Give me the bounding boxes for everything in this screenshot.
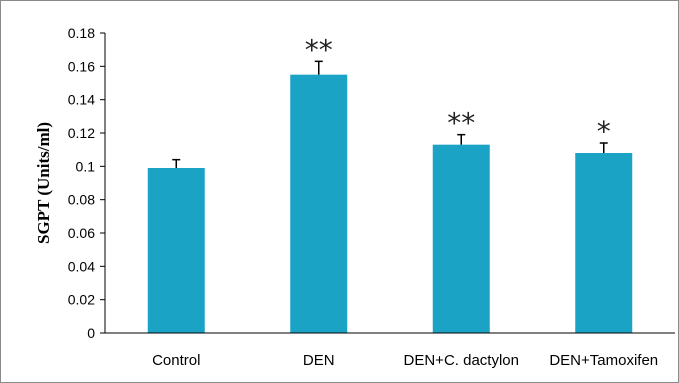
significance-marker: ** [305,33,333,66]
y-tick-label: 0.06 [68,225,95,241]
x-tick-label: DEN [303,352,335,369]
y-axis-label-group: SGPT (Units/ml) [34,122,53,244]
bar [432,144,490,333]
y-tick-label: 0 [87,325,95,341]
bar [147,168,205,333]
bar [575,153,633,333]
bars-group [147,74,633,334]
y-axis-label: SGPT (Units/ml) [34,122,53,244]
y-tick-label: 0.16 [68,58,95,74]
y-tick-label: 0.08 [68,192,95,208]
y-axis: 0 0.02 0.04 0.06 0.08 0.1 0.12 0.14 0.16 0.18 [68,25,106,341]
y-tick-label: 0.18 [68,25,95,41]
y-tick-label: 0.1 [76,158,96,174]
x-tick-label: DEN+C. dactylon [404,352,519,369]
significance-marker: ** [447,107,475,140]
error-bars-group [172,60,608,168]
x-tick-label: DEN+Tamoxifen [549,352,658,369]
x-tick-label: Control [152,352,200,369]
y-tick-label: 0.14 [68,92,95,108]
x-axis: Control DEN DEN+C. dactylon DEN+Tamoxifen [105,332,675,369]
y-tick-label: 0.12 [68,125,95,141]
y-tick-label: 0.04 [68,258,95,274]
y-tick-label: 0.02 [68,292,95,308]
bar [290,74,348,334]
significance-markers-group: **** * [305,33,611,148]
significance-marker: * [597,115,611,148]
